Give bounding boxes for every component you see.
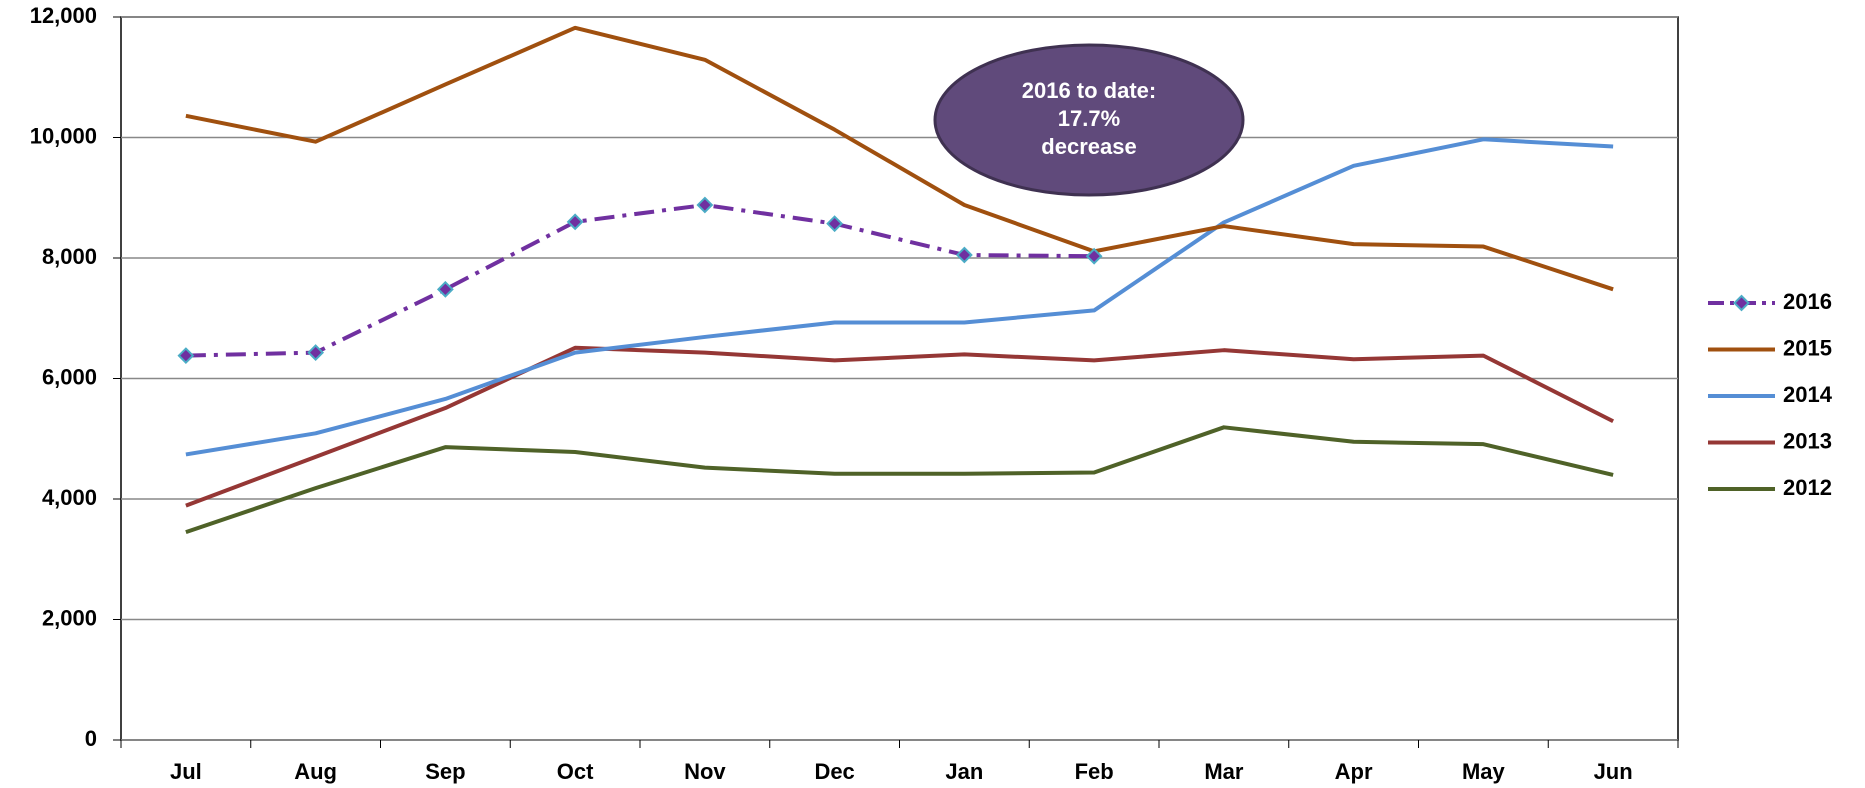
- legend-label: 2012: [1783, 475, 1832, 500]
- point-marker: [955, 246, 973, 264]
- y-tick-label: 2,000: [42, 605, 97, 630]
- annotation-text: 2016 to date:: [1022, 78, 1157, 103]
- point-marker: [566, 213, 584, 231]
- x-tick-label: Jul: [170, 759, 202, 784]
- x-tick-label: Dec: [814, 759, 854, 784]
- point-marker: [696, 196, 714, 214]
- x-tick-label: May: [1462, 759, 1506, 784]
- x-tick-label: Jan: [945, 759, 983, 784]
- series-line: [185, 425, 1614, 535]
- legend-label: 2015: [1783, 335, 1832, 360]
- point-marker: [307, 344, 325, 362]
- series-line: [185, 25, 1614, 292]
- y-tick-label: 8,000: [42, 244, 97, 269]
- series-line: [185, 137, 1614, 457]
- y-tick-label: 6,000: [42, 364, 97, 389]
- x-tick-label: Aug: [294, 759, 337, 784]
- point-marker: [826, 215, 844, 233]
- y-tick-label: 0: [85, 726, 97, 751]
- legend-label: 2016: [1783, 289, 1832, 314]
- point-marker: [1085, 247, 1103, 265]
- x-tick-label: Sep: [425, 759, 465, 784]
- x-tick-label: Apr: [1335, 759, 1373, 784]
- y-tick-label: 10,000: [30, 123, 97, 148]
- series-line: [185, 202, 1095, 358]
- x-tick-label: Feb: [1075, 759, 1114, 784]
- x-tick-label: Nov: [684, 759, 726, 784]
- annotation-bubble: [933, 43, 1245, 197]
- legend-marker: [1733, 294, 1750, 312]
- y-tick-label: 12,000: [30, 3, 97, 28]
- series-line: [185, 345, 1615, 508]
- annotation-text: 17.7%: [1058, 106, 1120, 131]
- legend-label: 2013: [1783, 428, 1832, 453]
- x-tick-label: Oct: [557, 759, 594, 784]
- point-marker: [436, 280, 454, 298]
- x-tick-label: Mar: [1204, 759, 1244, 784]
- point-marker: [177, 347, 195, 365]
- y-tick-label: 4,000: [42, 485, 97, 510]
- x-tick-label: Jun: [1594, 759, 1633, 784]
- legend-label: 2014: [1783, 382, 1833, 407]
- annotation-text: decrease: [1041, 134, 1136, 159]
